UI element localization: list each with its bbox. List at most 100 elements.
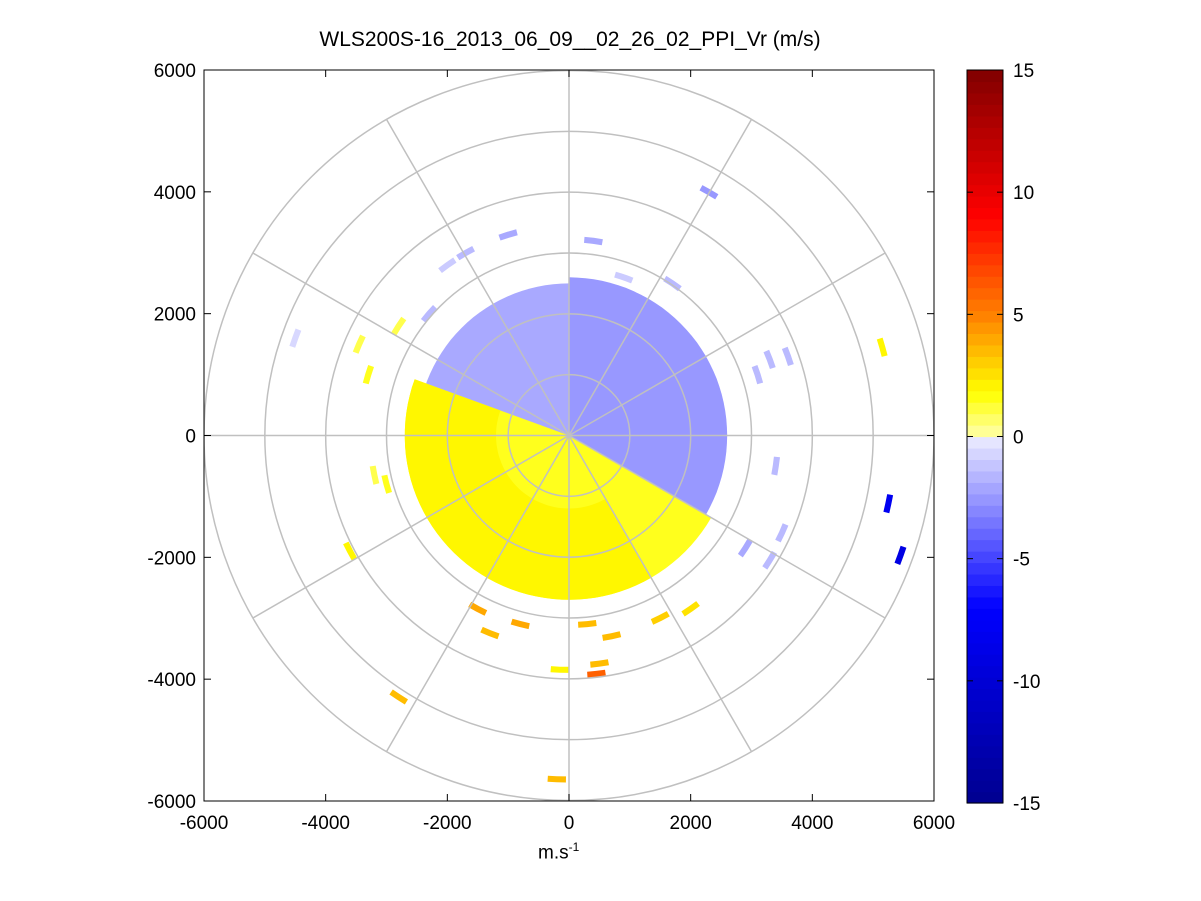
data-point-4 <box>894 545 907 565</box>
colorbar-band-21 <box>967 551 1003 564</box>
data-point-11 <box>510 618 530 630</box>
data-point-12 <box>578 620 597 628</box>
colorbar-band-39 <box>967 344 1003 357</box>
data-region-3 <box>404 379 652 600</box>
y-tick-label-1: 4000 <box>154 183 196 204</box>
colorbar-band-12 <box>967 654 1003 667</box>
colorbar-band-18 <box>967 585 1003 598</box>
colorbar-band-58 <box>967 127 1003 140</box>
y-tick-label-3: 0 <box>185 427 196 448</box>
colorbar-band-53 <box>967 184 1003 197</box>
colorbar-band-7 <box>967 711 1003 724</box>
x-tick-label-5: 4000 <box>791 813 833 834</box>
colorbar-band-47 <box>967 253 1003 266</box>
data-point-15 <box>681 601 700 617</box>
colorbar-band-63 <box>967 70 1003 83</box>
grid-spoke-10 <box>252 252 570 437</box>
data-point-27 <box>438 257 457 273</box>
colorbar-band-48 <box>967 241 1003 254</box>
axes: -6000 -4000 -2000 0 2000 4000 6000 6000 4000 2000… <box>147 61 955 834</box>
y-tick-label-5: -4000 <box>147 670 196 691</box>
x-tick-label-2: -2000 <box>423 813 472 834</box>
data-point-20 <box>763 349 776 369</box>
colorbar-band-31 <box>967 436 1003 449</box>
colorbar-band-29 <box>967 459 1003 472</box>
data-point-25 <box>391 316 407 336</box>
colorbar-band-4 <box>967 745 1003 758</box>
colorbar-band-52 <box>967 195 1003 209</box>
colorbar-band-16 <box>967 608 1003 621</box>
colorbar-band-56 <box>967 150 1003 163</box>
colorbar-band-46 <box>967 264 1003 277</box>
grid-spoke-8 <box>252 434 570 619</box>
colorbar-band-10 <box>967 677 1003 690</box>
data-layer <box>289 185 907 783</box>
colorbar-band-26 <box>967 493 1003 506</box>
colorbar-band-49 <box>967 230 1003 243</box>
data-point-30 <box>584 236 603 246</box>
colorbar-band-6 <box>967 722 1003 735</box>
colorbar-tick-label-0: 15 <box>1013 61 1034 82</box>
colorbar-band-0 <box>967 791 1003 804</box>
data-point-7 <box>587 669 606 678</box>
grid-spoke-1 <box>568 119 753 436</box>
colorbar-band-32 <box>967 425 1003 438</box>
data-point-21 <box>781 346 794 366</box>
colorbar-band-33 <box>967 413 1003 426</box>
data-point-5 <box>389 689 408 705</box>
colorbar-band-34 <box>967 402 1003 415</box>
colorbar-band-44 <box>967 287 1003 300</box>
data-region-1 <box>569 277 728 515</box>
data-point-3 <box>883 494 894 514</box>
colorbar-band-9 <box>967 688 1003 701</box>
colorbar-band-14 <box>967 631 1003 644</box>
colorbar-band-40 <box>967 333 1003 346</box>
x-tick-label-6: 6000 <box>913 813 955 834</box>
y-tick-label-6: -6000 <box>147 792 196 813</box>
colorbar-band-57 <box>967 138 1003 151</box>
data-point-35 <box>590 659 609 668</box>
colorbar-band-30 <box>967 447 1003 461</box>
colorbar-band-3 <box>967 757 1003 770</box>
data-point-6 <box>547 775 566 783</box>
colorbar-tick-label-6: -15 <box>1013 794 1040 815</box>
colorbar-band-43 <box>967 299 1003 312</box>
colorbar-band-36 <box>967 379 1003 392</box>
colorbar-band-50 <box>967 218 1003 231</box>
colorbar-tick-label-3: 0 <box>1013 428 1024 449</box>
data-point-0 <box>289 328 302 348</box>
colorbar-band-13 <box>967 642 1003 655</box>
data-point-2 <box>876 337 888 357</box>
data-point-8 <box>343 541 357 561</box>
colorbar-band-55 <box>967 161 1003 174</box>
colorbar-band-45 <box>967 276 1003 289</box>
colorbar-band-35 <box>967 390 1003 403</box>
colorbar-tick-label-1: 10 <box>1013 183 1034 204</box>
data-point-17 <box>762 550 778 570</box>
y-tick-label-0: 6000 <box>154 61 196 82</box>
colorbar-tick-label-2: 5 <box>1013 305 1024 326</box>
y-tick-label-2: 2000 <box>154 305 196 326</box>
data-point-16 <box>737 538 753 558</box>
colorbar-band-1 <box>967 780 1003 793</box>
colorbar-band-17 <box>967 596 1003 609</box>
colorbar-band-5 <box>967 734 1003 747</box>
grid-spoke-11 <box>385 119 570 436</box>
colorbar-band-59 <box>967 115 1003 128</box>
data-point-14 <box>650 611 670 625</box>
data-point-26 <box>420 305 438 323</box>
x-tick-label-1: -4000 <box>301 813 350 834</box>
grid-spoke-2 <box>568 252 886 437</box>
data-point-9 <box>468 601 488 616</box>
data-point-31 <box>614 271 634 284</box>
data-point-29 <box>498 229 518 241</box>
data-point-18 <box>775 523 789 543</box>
data-point-34 <box>362 365 374 385</box>
x-axis-label-superscript: -1 <box>568 840 580 854</box>
colorbar: 15 10 5 0 -5 -10 -15 <box>966 61 1040 815</box>
colorbar-band-37 <box>967 367 1003 380</box>
data-point-28 <box>456 246 475 261</box>
x-tick-label-3: 0 <box>564 813 575 834</box>
grid-spoke-5 <box>568 435 753 752</box>
polar-grid <box>204 70 934 801</box>
